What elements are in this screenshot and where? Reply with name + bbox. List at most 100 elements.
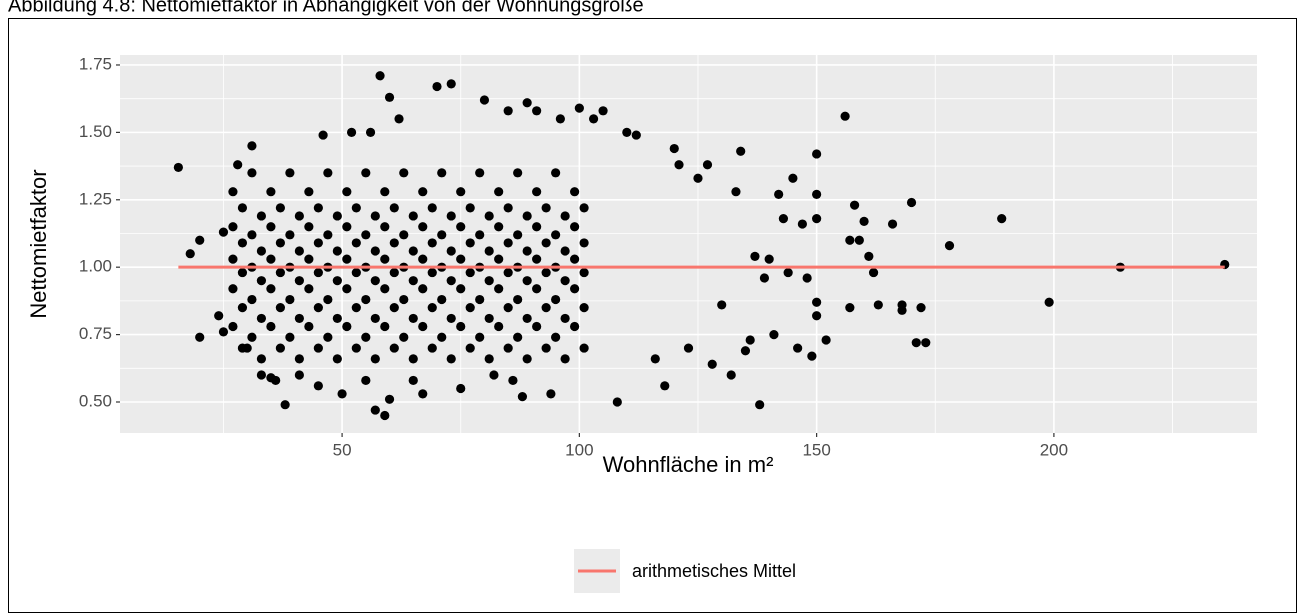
y-tick-label: 0.75 bbox=[79, 324, 112, 343]
point bbox=[418, 284, 428, 294]
point bbox=[384, 92, 395, 102]
point bbox=[380, 321, 390, 332]
point bbox=[508, 375, 518, 386]
point bbox=[346, 127, 357, 137]
point bbox=[351, 343, 361, 353]
x-tick-label: 100 bbox=[565, 440, 593, 459]
point bbox=[465, 343, 475, 353]
point bbox=[304, 284, 314, 294]
point bbox=[304, 187, 314, 197]
point bbox=[380, 284, 390, 294]
point bbox=[579, 267, 589, 278]
point bbox=[522, 313, 532, 324]
point bbox=[522, 246, 532, 256]
point bbox=[285, 230, 295, 240]
point bbox=[361, 332, 371, 342]
point bbox=[551, 332, 561, 342]
point bbox=[570, 222, 580, 232]
point bbox=[389, 267, 399, 278]
point bbox=[475, 332, 485, 342]
point bbox=[446, 246, 456, 256]
point bbox=[237, 267, 248, 278]
y-axis-title: Nettomietfaktor bbox=[26, 169, 51, 318]
point bbox=[427, 303, 437, 313]
point bbox=[859, 216, 869, 226]
point bbox=[522, 276, 532, 286]
point bbox=[669, 143, 679, 154]
point bbox=[845, 235, 855, 245]
point bbox=[622, 127, 632, 137]
point bbox=[247, 294, 257, 305]
point bbox=[342, 321, 352, 332]
point bbox=[228, 321, 238, 332]
point bbox=[408, 313, 418, 324]
point bbox=[631, 130, 641, 140]
point bbox=[351, 203, 361, 213]
x-tick-label: 50 bbox=[333, 440, 352, 459]
point bbox=[380, 410, 390, 421]
point bbox=[237, 343, 248, 353]
point bbox=[332, 354, 342, 364]
point bbox=[802, 273, 812, 283]
point bbox=[237, 303, 248, 313]
point bbox=[484, 276, 494, 286]
point bbox=[997, 214, 1007, 224]
point bbox=[266, 254, 276, 264]
point bbox=[275, 303, 285, 313]
point bbox=[185, 249, 195, 259]
point bbox=[237, 238, 248, 248]
point bbox=[503, 343, 513, 353]
point bbox=[389, 343, 399, 353]
point bbox=[256, 354, 267, 364]
point bbox=[560, 354, 570, 364]
point bbox=[342, 222, 352, 232]
point bbox=[854, 235, 864, 245]
point bbox=[304, 254, 314, 264]
point bbox=[332, 246, 342, 256]
y-tick-label: 1.25 bbox=[79, 189, 112, 208]
point bbox=[731, 187, 741, 197]
point bbox=[247, 141, 257, 151]
point bbox=[887, 219, 898, 229]
point bbox=[285, 294, 295, 305]
point bbox=[218, 327, 229, 337]
point bbox=[275, 343, 285, 353]
point bbox=[408, 211, 418, 221]
point bbox=[944, 241, 955, 251]
point bbox=[294, 354, 304, 364]
point bbox=[494, 222, 504, 232]
point bbox=[399, 332, 409, 342]
point bbox=[195, 235, 205, 245]
point bbox=[418, 321, 428, 332]
point bbox=[541, 203, 551, 213]
point bbox=[750, 251, 760, 262]
point bbox=[332, 276, 342, 286]
point bbox=[323, 332, 333, 342]
point bbox=[522, 354, 532, 364]
point bbox=[351, 238, 361, 248]
point bbox=[674, 160, 684, 170]
point bbox=[484, 354, 494, 364]
point bbox=[812, 214, 822, 224]
point bbox=[418, 389, 428, 399]
point bbox=[812, 189, 822, 199]
y-tick-label: 0.50 bbox=[79, 391, 112, 410]
x-tick-label: 200 bbox=[1040, 440, 1068, 459]
point bbox=[313, 343, 323, 353]
point bbox=[456, 187, 466, 197]
point bbox=[256, 211, 267, 221]
point bbox=[660, 381, 670, 391]
point bbox=[370, 354, 380, 364]
point bbox=[522, 98, 532, 108]
point bbox=[408, 354, 418, 364]
point bbox=[437, 294, 447, 305]
point bbox=[266, 284, 276, 294]
point bbox=[456, 254, 466, 264]
point bbox=[921, 338, 931, 348]
point bbox=[570, 254, 580, 264]
point bbox=[821, 335, 831, 345]
point bbox=[574, 103, 584, 113]
point bbox=[579, 343, 589, 353]
point bbox=[906, 197, 917, 208]
